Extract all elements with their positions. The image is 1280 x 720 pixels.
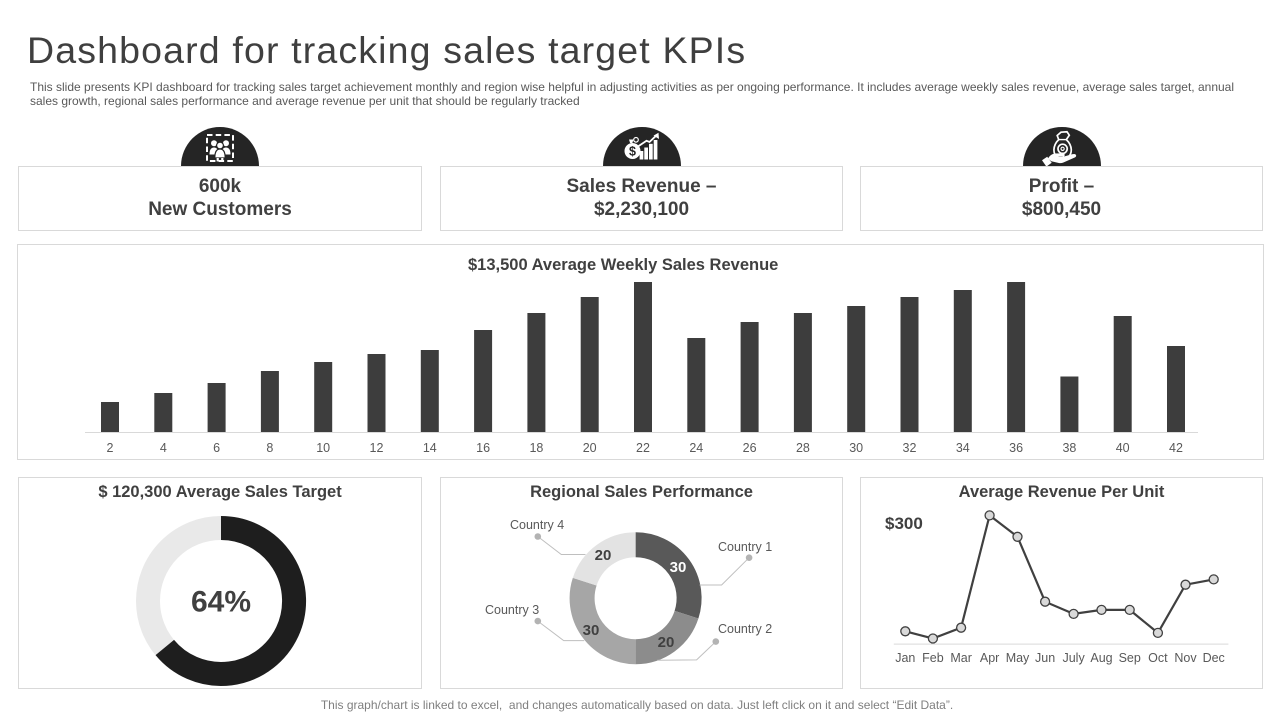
svg-text:$300: $300 <box>885 514 923 533</box>
svg-text:$: $ <box>629 145 636 159</box>
svg-text:16: 16 <box>476 441 490 455</box>
svg-text:July: July <box>1062 651 1085 665</box>
svg-text:Dec: Dec <box>1203 651 1225 665</box>
svg-text:32: 32 <box>903 441 917 455</box>
svg-text:Country 4: Country 4 <box>510 518 564 532</box>
svg-text:4: 4 <box>160 441 167 455</box>
svg-text:Aug: Aug <box>1090 651 1112 665</box>
svg-text:18: 18 <box>529 441 543 455</box>
svg-text:6: 6 <box>213 441 220 455</box>
svg-text:10: 10 <box>316 441 330 455</box>
svg-text:Country 1: Country 1 <box>718 540 772 554</box>
svg-text:20: 20 <box>658 634 675 651</box>
svg-text:May: May <box>1006 651 1030 665</box>
svg-text:Feb: Feb <box>922 651 944 665</box>
svg-text:36: 36 <box>1009 441 1023 455</box>
svg-text:Apr: Apr <box>980 651 999 665</box>
svg-text:30: 30 <box>849 441 863 455</box>
svg-text:Country 3: Country 3 <box>485 603 539 617</box>
svg-text:8: 8 <box>266 441 273 455</box>
svg-text:Mar: Mar <box>950 651 972 665</box>
svg-text:$13,500 Average Weekly Sales R: $13,500 Average Weekly Sales Revenue <box>468 256 778 274</box>
svg-text:12: 12 <box>370 441 384 455</box>
svg-text:34: 34 <box>956 441 970 455</box>
svg-text:Jun: Jun <box>1035 651 1055 665</box>
svg-text:26: 26 <box>743 441 757 455</box>
svg-text:64%: 64% <box>191 586 251 619</box>
svg-text:Country 2: Country 2 <box>718 622 772 636</box>
svg-text:38: 38 <box>1062 441 1076 455</box>
svg-text:28: 28 <box>796 441 810 455</box>
svg-text:Jan: Jan <box>895 651 915 665</box>
svg-text:30: 30 <box>583 622 600 639</box>
svg-text:30: 30 <box>670 559 687 576</box>
svg-text:24: 24 <box>689 441 703 455</box>
svg-text:Oct: Oct <box>1148 651 1168 665</box>
svg-text:42: 42 <box>1169 441 1183 455</box>
svg-text:Sep: Sep <box>1119 651 1141 665</box>
svg-text:20: 20 <box>583 441 597 455</box>
svg-text:Nov: Nov <box>1174 651 1197 665</box>
svg-text:2: 2 <box>107 441 114 455</box>
svg-text:22: 22 <box>636 441 650 455</box>
svg-text:20: 20 <box>595 547 612 564</box>
svg-text:40: 40 <box>1116 441 1130 455</box>
svg-text:14: 14 <box>423 441 437 455</box>
